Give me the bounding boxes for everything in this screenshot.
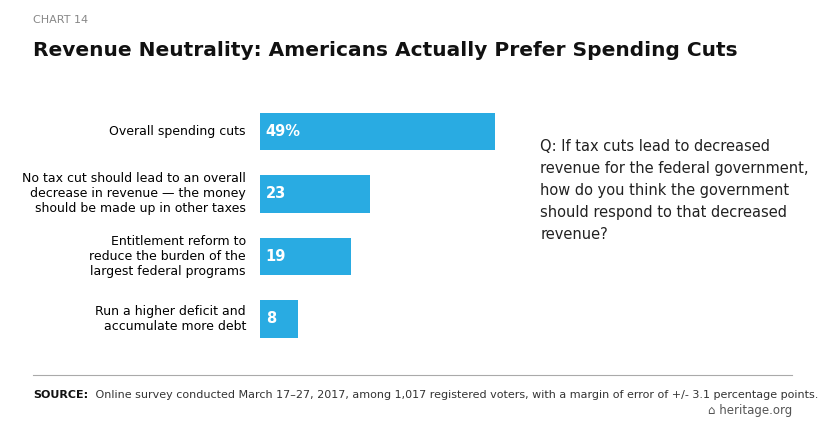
Text: Online survey conducted March 17–27, 2017, among 1,017 registered voters, with a: Online survey conducted March 17–27, 201… xyxy=(92,390,818,400)
Text: Q: If tax cuts lead to decreased
revenue for the federal government,
how do you : Q: If tax cuts lead to decreased revenue… xyxy=(540,139,808,242)
Text: 8: 8 xyxy=(266,311,276,326)
Bar xyxy=(260,238,351,275)
Text: SOURCE:: SOURCE: xyxy=(33,390,88,400)
Bar xyxy=(260,300,299,338)
Text: CHART 14: CHART 14 xyxy=(33,15,88,25)
Text: 19: 19 xyxy=(266,249,286,264)
Text: ⌂ heritage.org: ⌂ heritage.org xyxy=(708,404,792,417)
Bar xyxy=(260,113,495,150)
Text: 49%: 49% xyxy=(266,124,300,139)
Bar xyxy=(260,175,370,213)
Text: 23: 23 xyxy=(266,187,286,201)
Text: Revenue Neutrality: Americans Actually Prefer Spending Cuts: Revenue Neutrality: Americans Actually P… xyxy=(33,41,738,60)
